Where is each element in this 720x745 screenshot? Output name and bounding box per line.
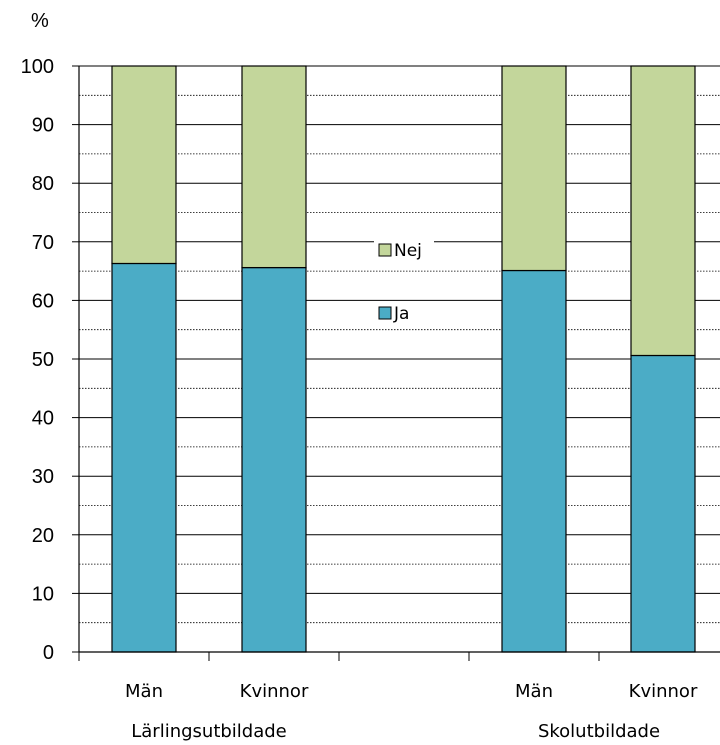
bar-nej-3 (502, 66, 566, 271)
bar-ja-3 (502, 271, 566, 652)
y-tick-label: 10 (32, 583, 54, 605)
x-category-label: Kvinnor (240, 681, 309, 702)
x-category-label: Män (515, 681, 553, 702)
legend-label-nej: Nej (394, 241, 422, 261)
bar-ja-4 (631, 355, 695, 652)
y-tick-label: 40 (32, 408, 54, 430)
x-category-label: Kvinnor (629, 681, 698, 702)
legend-swatch-ja (379, 307, 391, 319)
y-tick-label: 0 (43, 642, 54, 664)
x-category-label: Män (125, 681, 163, 702)
legend: Nej Ja (340, 241, 434, 324)
legend-backdrop (340, 306, 353, 319)
y-tick-label: 80 (32, 173, 54, 195)
legend-swatch-nej (379, 244, 391, 256)
y-tick-label: 50 (32, 349, 54, 371)
bar-ja-2 (242, 268, 306, 652)
y-axis-unit-label: % (31, 10, 49, 32)
bar-nej-2 (242, 66, 306, 268)
y-tick-label: 70 (32, 232, 54, 254)
y-axis-tick-labels: 0 10 20 30 40 50 60 70 80 90 100 (21, 56, 54, 664)
legend-label-ja: Ja (393, 304, 409, 324)
bar-nej-1 (112, 66, 176, 263)
bar-ja-1 (112, 263, 176, 652)
bar-nej-4 (631, 66, 695, 355)
y-tick-label: 20 (32, 525, 54, 547)
y-tick-label: 30 (32, 466, 54, 488)
y-tick-label: 60 (32, 290, 54, 312)
x-group-label: Lärlingsutbildade (131, 721, 287, 742)
x-axis-category-labels: Män Kvinnor Män Kvinnor Lärlingsutbildade Sko… (125, 681, 698, 742)
y-tick-label: 90 (32, 115, 54, 137)
y-tick-label: 100 (21, 56, 54, 78)
legend-backdrop (340, 243, 353, 256)
x-group-label: Skolutbildade (538, 721, 660, 742)
